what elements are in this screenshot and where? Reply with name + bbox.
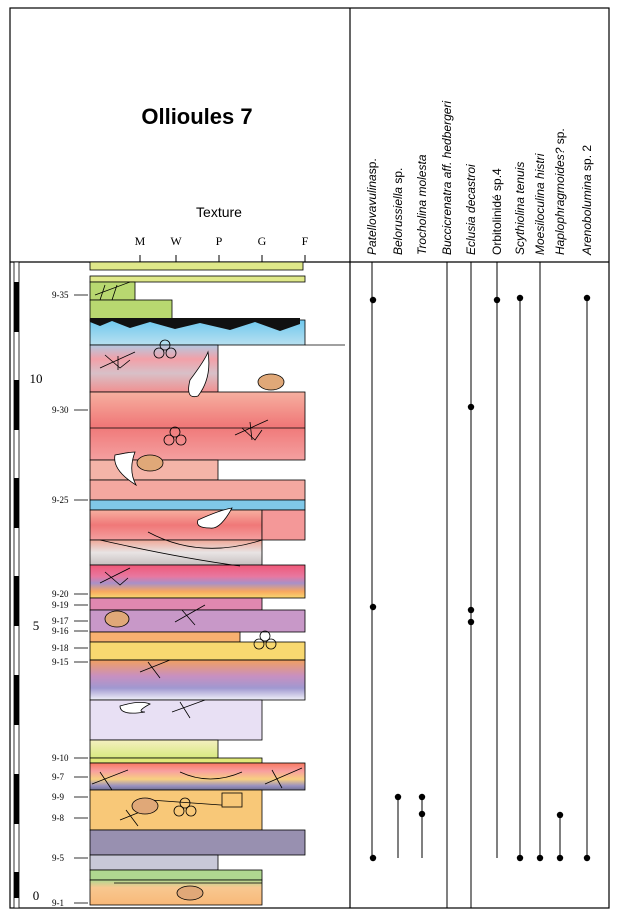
scale-bar — [13, 261, 20, 909]
sample-label: 9-25 — [52, 495, 69, 505]
sample-label: 9-5 — [52, 853, 64, 863]
sample-label: 9-10 — [52, 753, 69, 763]
sample-label: 9-18 — [52, 643, 69, 653]
species-label: Eclusia decastroi — [464, 164, 478, 255]
scale-labels: 10 5 0 — [30, 371, 43, 903]
frame — [9, 7, 610, 909]
sample-label: 9-1 — [52, 898, 64, 908]
species-genus: Scythiolina tenuis — [513, 162, 527, 255]
sample-label: 9-8 — [52, 813, 64, 823]
scale-label: 10 — [30, 371, 43, 386]
sample-label: 9-9 — [52, 792, 64, 802]
sample-labels: 9-35 9-30 9-25 9-209-19 9-179-16 9-18 9-15 9-10… — [52, 290, 88, 908]
species-label: Moesiloculina histri — [533, 153, 547, 255]
shells — [114, 350, 233, 714]
sample-label: 9-17 — [52, 616, 69, 626]
sample-label: 9-15 — [52, 657, 69, 667]
species-ranges — [369, 262, 591, 908]
species-suffix: sp. 2 — [580, 145, 594, 175]
sample-label: 9-35 — [52, 290, 69, 300]
species-label: Haplophragmoides? sp. — [553, 128, 567, 255]
species-label: Buccicrenatra aff. hedbergeri — [440, 101, 454, 255]
hardground — [90, 318, 300, 331]
species-suffix: sp. — [365, 158, 379, 174]
species-genus: Haplophragmoides? — [553, 147, 567, 255]
symbols — [91, 281, 303, 827]
sample-label: 9-30 — [52, 405, 69, 415]
species-label: Belorussiella sp. — [391, 168, 405, 255]
species-label: Patellovavulinasp. — [365, 158, 379, 255]
texture-class: W — [170, 234, 182, 248]
species-labels: Patellovavulinasp.Belorussiella sp. Troch… — [365, 101, 594, 256]
texture-label: Texture — [196, 204, 242, 220]
sample-label: 9-16 — [52, 626, 69, 636]
texture-class: F — [302, 234, 309, 248]
species-genus: Arenobolumina — [580, 174, 594, 256]
sample-label: 9-20 — [52, 589, 69, 599]
species-genus: Moesiloculina histri — [533, 153, 547, 255]
texture-class: M — [135, 234, 146, 248]
scale-label: 0 — [33, 888, 40, 903]
species-genus: Belorussiella — [391, 187, 405, 255]
species-label: Arenobolumina sp. 2 — [580, 145, 594, 256]
sample-label: 9-7 — [52, 772, 64, 782]
species-genus: Trocholina molesta — [415, 154, 429, 255]
species-label: Orbitolinidé sp.4 — [490, 168, 504, 255]
species-label: Trocholina molesta — [415, 154, 429, 255]
scale-label: 5 — [33, 618, 40, 633]
species-suffix: sp. — [391, 168, 405, 187]
species-genus: Buccicrenatra aff. hedbergeri — [440, 101, 454, 255]
species-genus: Eclusia decastroi — [464, 164, 478, 255]
title: Ollioules 7 — [141, 104, 252, 129]
lithology — [89, 261, 345, 906]
species-suffix: sp. — [553, 128, 567, 147]
texture-class: G — [258, 234, 267, 248]
species-suffix: Orbitolinidé sp.4 — [490, 168, 504, 255]
species-label: Scythiolina tenuis — [513, 162, 527, 255]
texture-class: P — [216, 234, 223, 248]
species-genus: Patellovavulina — [365, 174, 379, 255]
sample-label: 9-19 — [52, 600, 69, 610]
oncoids — [104, 373, 285, 901]
